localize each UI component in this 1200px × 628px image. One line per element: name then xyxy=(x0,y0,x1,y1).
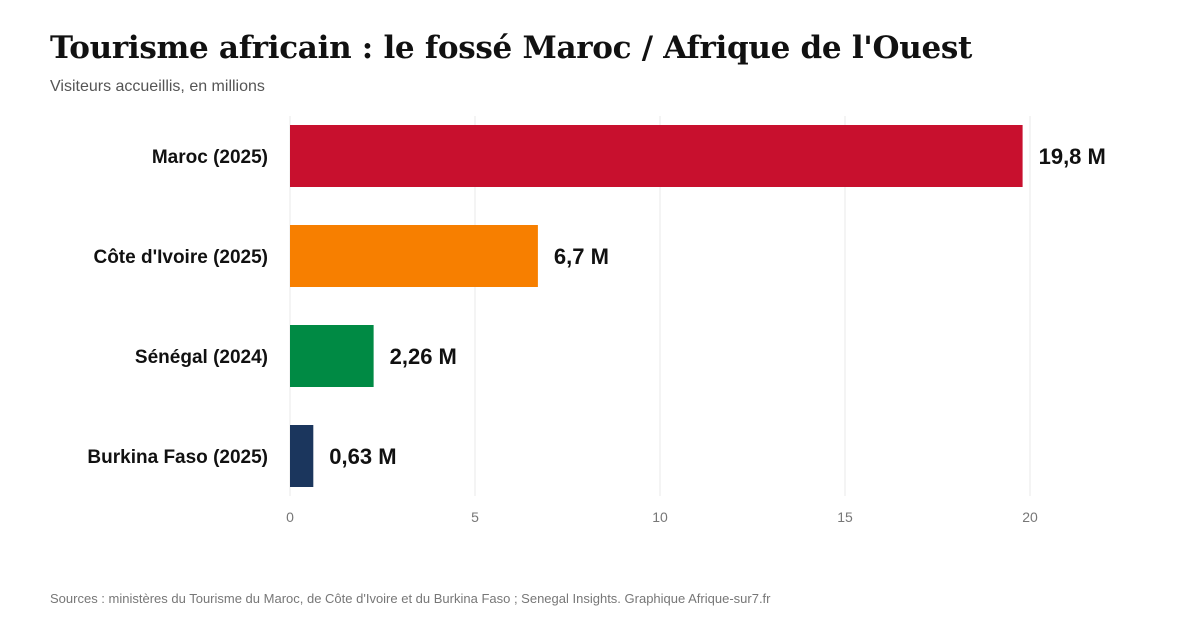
x-axis-ticks: 0 5 10 15 20 xyxy=(286,509,1038,525)
source-note: Sources : ministères du Tourisme du Maro… xyxy=(50,591,771,606)
chart-title: Tourisme africain : le fossé Maroc / Afr… xyxy=(50,30,973,66)
category-label: Maroc (2025) xyxy=(152,147,268,168)
value-label: 0,63 M xyxy=(329,444,396,469)
category-label: Côte d'Ivoire (2025) xyxy=(93,247,268,268)
bar xyxy=(290,325,374,387)
chart-subtitle: Visiteurs accueillis, en millions xyxy=(50,78,265,95)
value-label: 6,7 M xyxy=(554,244,609,269)
value-labels: 19,8 M 6,7 M 2,26 M 0,63 M xyxy=(329,144,1106,469)
x-tick-label: 5 xyxy=(471,509,479,525)
category-labels: Maroc (2025) Côte d'Ivoire (2025) Sénégal … xyxy=(87,147,268,468)
bar xyxy=(290,425,314,487)
x-tick-label: 15 xyxy=(837,509,853,525)
value-label: 19,8 M xyxy=(1039,144,1106,169)
category-label: Burkina Faso (2025) xyxy=(87,447,268,468)
x-tick-label: 0 xyxy=(286,509,294,525)
category-label: Sénégal (2024) xyxy=(135,347,268,368)
x-tick-label: 20 xyxy=(1022,509,1038,525)
bar xyxy=(290,125,1023,187)
value-label: 2,26 M xyxy=(390,344,457,369)
x-tick-label: 10 xyxy=(652,509,668,525)
bars xyxy=(290,125,1023,487)
bar xyxy=(290,225,538,287)
